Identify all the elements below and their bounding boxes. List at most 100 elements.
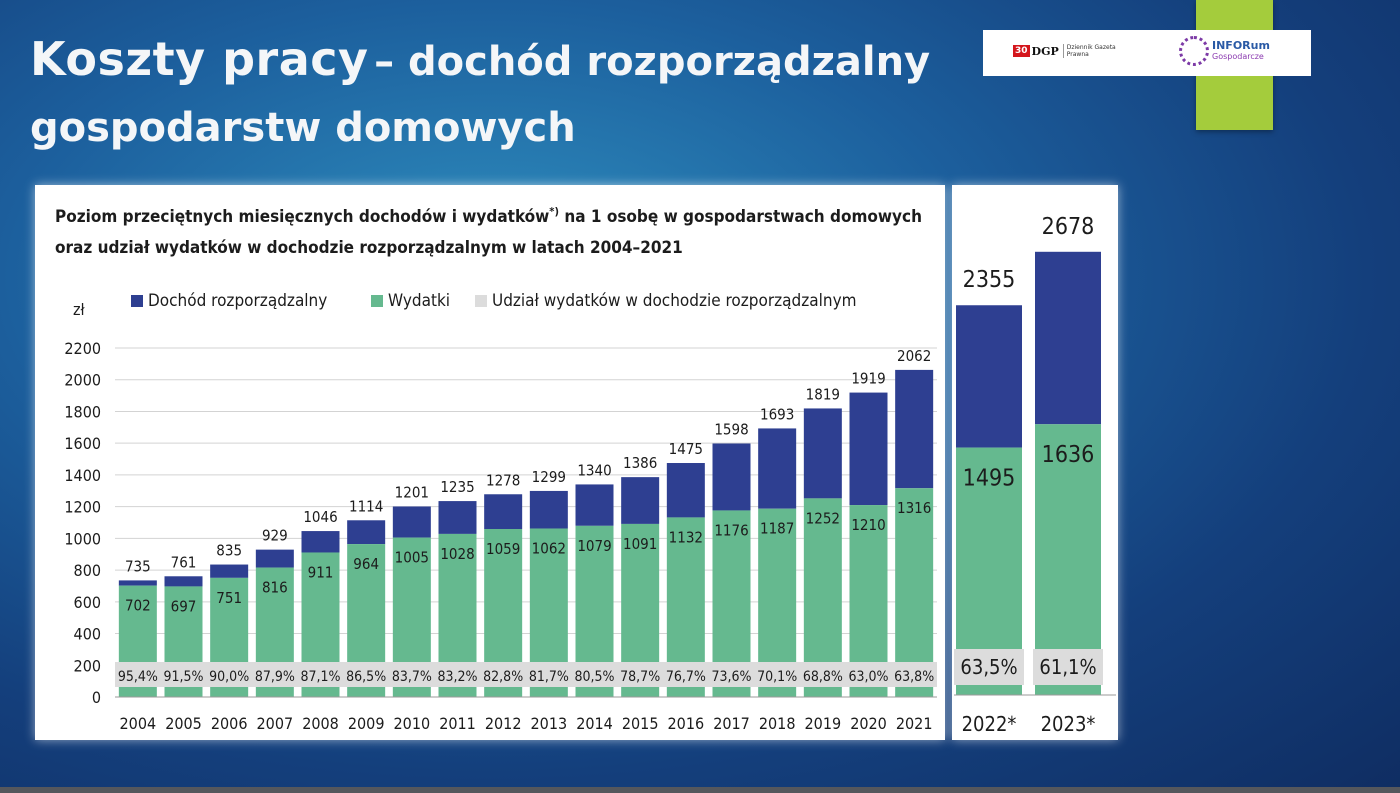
data-label-income: 1819 [806,385,840,403]
data-label-expenses: 1210 [851,516,885,534]
share-band [115,662,937,687]
bar-income [666,463,705,518]
data-label-income: 2678 [1042,214,1095,240]
inforum-logo-subtitle: Gospodarcze [1212,52,1264,61]
y-tick-label: 1400 [64,466,101,485]
slide-bottom-bar [0,787,1400,793]
data-label-income: 2062 [897,347,931,365]
x-tick-label: 2021 [896,714,933,733]
dgp-logo-badge: 30 [1013,45,1030,57]
y-tick-label: 1600 [64,434,101,453]
data-label-expenses: 751 [216,589,242,607]
dgp-logo: 30 DGP Dziennik Gazeta Prawna [1013,44,1123,58]
logo-strip: 30 DGP Dziennik Gazeta Prawna INFORum Go… [983,30,1311,76]
legend-label-3: Udział wydatków w dochodzie rozporządzal… [492,291,857,311]
dgp-logo-name: DGP [1031,44,1059,58]
data-label-expenses: 964 [353,555,379,573]
chart-title: Poziom przeciętnych miesięcznych dochodó… [55,205,922,227]
x-tick-label: 2016 [668,714,705,733]
bar-income [255,549,294,568]
bar-income [164,576,203,587]
y-tick-label: 2200 [64,339,101,358]
data-label-expenses: 816 [262,579,288,597]
data-label-expenses: 1636 [1042,442,1095,468]
title-line-1: Koszty pracy – dochód rozporządzalny [30,30,970,99]
bar-income [347,520,386,545]
title-rest: – dochód rozporządzalny [374,39,931,85]
chart-forecast-svg: 2355 1495 63,5% 2022* 2678 1636 61,1% 2023* [954,214,1116,736]
share-label: 91,5% [163,669,203,685]
data-label-income: 929 [262,527,288,545]
data-label-income: 1598 [714,420,748,438]
bar-income [803,408,842,499]
chart-main-svg: Poziom przeciętnych miesięcznych dochodó… [55,205,937,733]
bar-income [575,484,614,526]
share-label: 63,5% [960,655,1017,679]
y-tick-label: 2000 [64,371,101,390]
share-label: 95,4% [118,669,158,685]
share-label: 83,7% [392,669,432,685]
inforum-logo: INFORum Gospodarcze [1179,36,1270,66]
data-label-expenses: 1132 [669,528,703,546]
share-label: 81,7% [529,669,569,685]
share-label: 78,7% [620,669,660,685]
bar-income [895,369,934,489]
x-tick-label: 2019 [805,714,842,733]
data-label-expenses: 1316 [897,499,931,517]
data-label-income: 1475 [669,440,703,458]
dgp-logo-subtitle: Dziennik Gazeta Prawna [1062,44,1123,58]
data-label-income: 1201 [395,483,429,501]
y-tick-label: 1800 [64,402,101,421]
y-tick-label: 0 [92,688,101,707]
inforum-logo-text: INFORum Gospodarcze [1212,40,1270,62]
data-label-income: 735 [125,557,151,575]
data-label-income: 2355 [963,267,1016,293]
x-tick-label: 2011 [439,714,476,733]
bar-income [118,580,157,586]
data-label-income: 1046 [303,508,337,526]
x-tick-label: 2015 [622,714,659,733]
share-label: 63,0% [848,669,888,685]
bar-income [1035,251,1101,425]
chart-title-text: Poziom przeciętnych miesięcznych dochodó… [55,207,549,227]
bar-income [301,531,340,553]
chart-title-superscript: *) [549,205,559,218]
data-label-expenses: 702 [125,597,151,615]
x-tick-label: 2010 [394,714,431,733]
data-label-income: 1386 [623,454,657,472]
share-label: 86,5% [346,669,386,685]
chart-forecast-panel: 2355 1495 63,5% 2022* 2678 1636 61,1% 2023* [952,185,1118,740]
chart-main-panel: Poziom przeciętnych miesięcznych dochodó… [35,185,945,740]
share-label: 90,0% [209,669,249,685]
legend-label-1: Dochód rozporządzalny [148,291,327,311]
share-label: 83,2% [437,669,477,685]
bar-income [438,501,477,534]
data-label-expenses: 1091 [623,535,657,553]
x-tick-label: 2007 [257,714,294,733]
data-label-expenses: 1062 [532,540,566,558]
inforum-ring-icon [1179,36,1209,66]
share-label: 76,7% [666,669,706,685]
chart-title-text-cont: na 1 osobę w gospodarstwach domowych [559,207,922,227]
data-label-income: 1278 [486,471,520,489]
data-label-expenses: 1005 [395,549,429,567]
legend-swatch-2 [371,295,383,307]
x-tick-label: 2013 [531,714,568,733]
legend-swatch-1 [131,295,143,307]
data-label-income: 835 [216,542,242,560]
data-label-income: 1340 [577,461,611,479]
data-label-expenses: 1495 [963,466,1016,492]
data-label-income: 1235 [440,478,474,496]
share-label: 87,1% [300,669,340,685]
x-tick-label: 2012 [485,714,522,733]
share-label: 63,8% [894,669,934,685]
data-label-expenses: 697 [171,597,197,615]
x-tick-label: 2023* [1041,712,1096,736]
x-tick-label: 2017 [713,714,750,733]
x-tick-label: 2022* [962,712,1017,736]
x-tick-label: 2018 [759,714,796,733]
y-tick-label: 400 [74,625,101,644]
bar-income [392,506,431,538]
y-tick-label: 1000 [64,529,101,548]
share-label: 68,8% [803,669,843,685]
